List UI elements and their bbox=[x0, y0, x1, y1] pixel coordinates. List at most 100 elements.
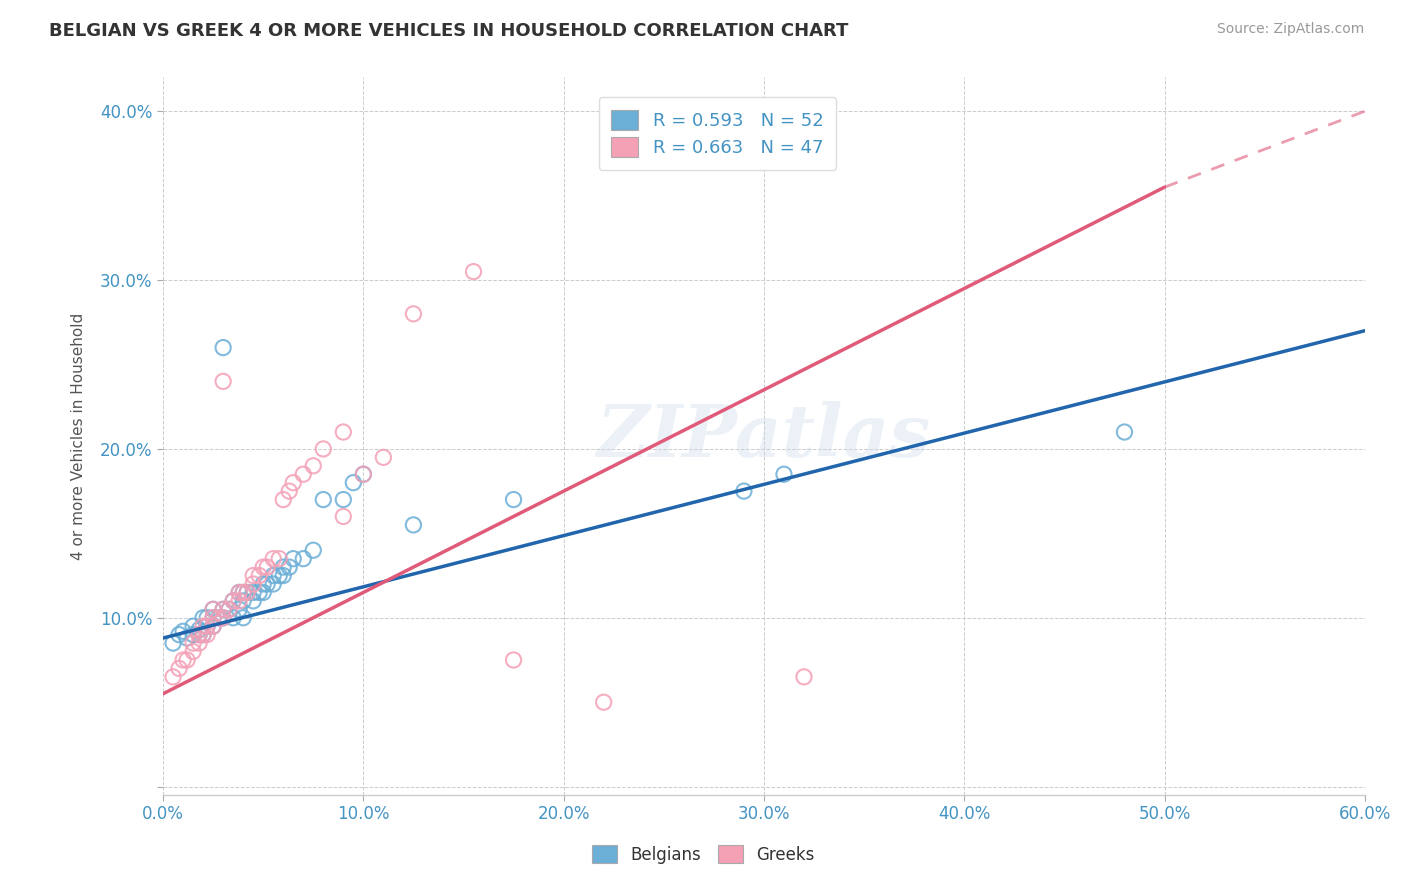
Legend: R = 0.593   N = 52, R = 0.663   N = 47: R = 0.593 N = 52, R = 0.663 N = 47 bbox=[599, 97, 837, 169]
Text: BELGIAN VS GREEK 4 OR MORE VEHICLES IN HOUSEHOLD CORRELATION CHART: BELGIAN VS GREEK 4 OR MORE VEHICLES IN H… bbox=[49, 22, 849, 40]
Point bbox=[232, 585, 254, 599]
Point bbox=[232, 611, 254, 625]
Point bbox=[271, 492, 294, 507]
Point bbox=[176, 631, 198, 645]
Point bbox=[242, 585, 264, 599]
Point bbox=[793, 670, 815, 684]
Point bbox=[278, 484, 301, 499]
Point bbox=[212, 602, 235, 616]
Point bbox=[269, 551, 291, 566]
Point bbox=[228, 585, 250, 599]
Point bbox=[283, 551, 305, 566]
Point bbox=[228, 585, 250, 599]
Point bbox=[332, 492, 354, 507]
Point bbox=[262, 568, 284, 582]
Point bbox=[208, 611, 231, 625]
Point bbox=[242, 568, 264, 582]
Point bbox=[202, 611, 225, 625]
Point bbox=[191, 611, 214, 625]
Point bbox=[269, 568, 291, 582]
Point bbox=[181, 636, 204, 650]
Point bbox=[502, 492, 524, 507]
Point bbox=[242, 577, 264, 591]
Point bbox=[202, 602, 225, 616]
Point bbox=[167, 661, 190, 675]
Point bbox=[592, 695, 614, 709]
Point bbox=[332, 425, 354, 439]
Point bbox=[172, 653, 194, 667]
Point bbox=[212, 602, 235, 616]
Point bbox=[191, 627, 214, 641]
Point bbox=[167, 627, 190, 641]
Point bbox=[212, 375, 235, 389]
Point bbox=[188, 627, 211, 641]
Point bbox=[302, 458, 325, 473]
Point bbox=[247, 585, 270, 599]
Point bbox=[312, 442, 335, 456]
Point bbox=[202, 611, 225, 625]
Point bbox=[172, 624, 194, 639]
Point bbox=[271, 560, 294, 574]
Point bbox=[188, 636, 211, 650]
Point bbox=[252, 577, 274, 591]
Point bbox=[247, 568, 270, 582]
Text: Source: ZipAtlas.com: Source: ZipAtlas.com bbox=[1216, 22, 1364, 37]
Point bbox=[212, 611, 235, 625]
Point bbox=[181, 619, 204, 633]
Point bbox=[373, 450, 395, 465]
Point bbox=[733, 484, 755, 499]
Point bbox=[222, 594, 245, 608]
Legend: Belgians, Greeks: Belgians, Greeks bbox=[585, 838, 821, 871]
Point bbox=[332, 509, 354, 524]
Y-axis label: 4 or more Vehicles in Household: 4 or more Vehicles in Household bbox=[72, 312, 86, 560]
Point bbox=[162, 670, 184, 684]
Point bbox=[352, 467, 374, 482]
Point bbox=[222, 594, 245, 608]
Point bbox=[278, 560, 301, 574]
Point bbox=[188, 627, 211, 641]
Point bbox=[342, 475, 364, 490]
Point bbox=[222, 611, 245, 625]
Point bbox=[162, 636, 184, 650]
Point bbox=[352, 467, 374, 482]
Point bbox=[181, 644, 204, 658]
Point bbox=[252, 560, 274, 574]
Point bbox=[232, 594, 254, 608]
Point bbox=[236, 585, 259, 599]
Point bbox=[236, 585, 259, 599]
Point bbox=[262, 551, 284, 566]
Point bbox=[176, 653, 198, 667]
Point bbox=[256, 577, 278, 591]
Point bbox=[252, 585, 274, 599]
Point bbox=[195, 619, 218, 633]
Point bbox=[283, 475, 305, 490]
Point bbox=[463, 265, 485, 279]
Point bbox=[402, 517, 425, 532]
Point bbox=[202, 602, 225, 616]
Point bbox=[402, 307, 425, 321]
Point bbox=[292, 467, 315, 482]
Point bbox=[181, 627, 204, 641]
Point bbox=[1114, 425, 1136, 439]
Point bbox=[218, 602, 240, 616]
Point bbox=[256, 560, 278, 574]
Point bbox=[242, 594, 264, 608]
Point bbox=[228, 602, 250, 616]
Point bbox=[195, 627, 218, 641]
Point bbox=[195, 611, 218, 625]
Point bbox=[212, 611, 235, 625]
Point bbox=[202, 619, 225, 633]
Point bbox=[195, 619, 218, 633]
Point bbox=[302, 543, 325, 558]
Point bbox=[262, 577, 284, 591]
Point bbox=[271, 568, 294, 582]
Point bbox=[191, 627, 214, 641]
Point bbox=[191, 619, 214, 633]
Text: ZIPatlas: ZIPatlas bbox=[598, 401, 931, 472]
Point bbox=[218, 602, 240, 616]
Point bbox=[202, 619, 225, 633]
Point bbox=[188, 623, 211, 637]
Point bbox=[773, 467, 796, 482]
Point bbox=[232, 585, 254, 599]
Point bbox=[228, 594, 250, 608]
